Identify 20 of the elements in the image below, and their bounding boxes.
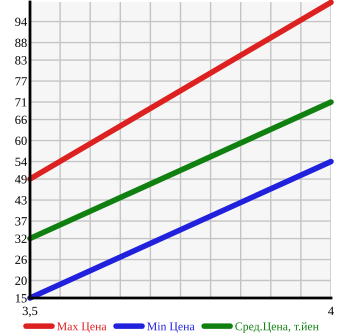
y-tick-label: 60 (15, 136, 27, 146)
y-tick-label: 71 (16, 98, 26, 106)
y-tick-label: 15 (16, 294, 27, 302)
legend-label: Max Цена (57, 322, 106, 333)
y-tick-label: 66 (15, 116, 27, 124)
x-tick-label: 4 (328, 306, 334, 316)
y-tick-label: 20 (15, 276, 27, 285)
y-tick-label: 26 (15, 256, 27, 264)
y-tick-label: 37 (15, 217, 27, 226)
y-tick-label: 49 (14, 175, 27, 184)
y-tick-label: 94 (15, 18, 28, 26)
y-tick-label: 88 (15, 38, 27, 48)
legend-label: Min Цена (147, 322, 195, 333)
y-tick-label: 77 (16, 77, 27, 86)
x-tick-label: 3,5 (22, 306, 38, 317)
y-tick-label: 54 (15, 158, 28, 166)
legend-label: Сред.Цена, т.йен (235, 322, 319, 333)
y-tick-label: 43 (14, 196, 27, 204)
y-tick-label: 83 (15, 56, 27, 65)
y-tick-label: 32 (15, 234, 27, 243)
